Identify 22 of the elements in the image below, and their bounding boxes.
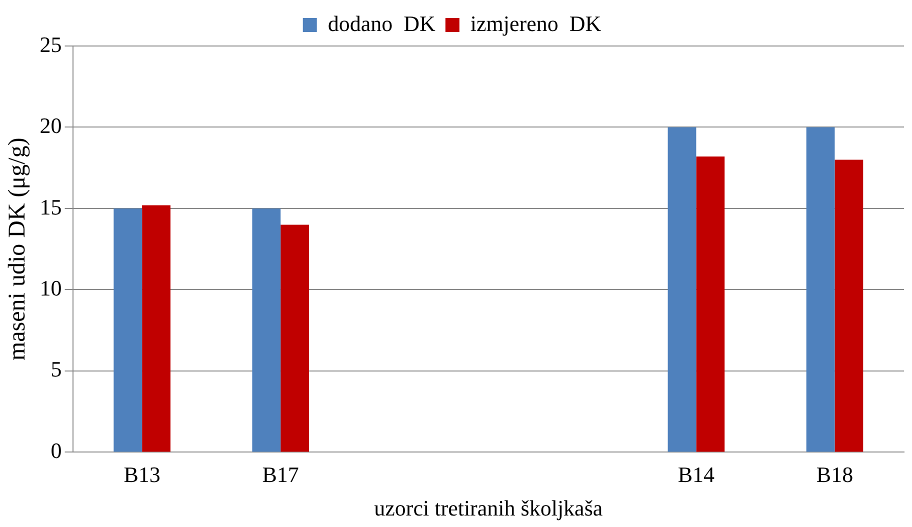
bar xyxy=(806,127,835,452)
y-tick-label: 10 xyxy=(40,276,62,300)
x-tick-label: B18 xyxy=(816,462,854,488)
bar xyxy=(114,208,142,452)
x-tick-label: B17 xyxy=(262,462,299,488)
bar xyxy=(696,156,725,452)
y-tick-label: 20 xyxy=(40,113,62,138)
legend-label: dodano DK xyxy=(328,10,436,36)
bar xyxy=(834,160,864,452)
y-tick-label: 5 xyxy=(50,356,62,382)
bar xyxy=(252,208,281,452)
y-tick-label: 25 xyxy=(40,32,62,57)
bar xyxy=(668,127,696,452)
legend-label: izmjereno DK xyxy=(470,10,602,36)
bar xyxy=(142,205,170,452)
y-tick-label: 0 xyxy=(50,438,62,463)
x-axis-title: uzorci tretiranih školjkaša xyxy=(374,496,603,521)
y-tick-label: 15 xyxy=(40,194,62,220)
x-tick-label: B13 xyxy=(124,462,160,488)
x-tick-label: B14 xyxy=(678,462,715,488)
y-axis-title: maseni udio DK (μg/g) xyxy=(4,138,31,361)
bar xyxy=(280,224,309,452)
